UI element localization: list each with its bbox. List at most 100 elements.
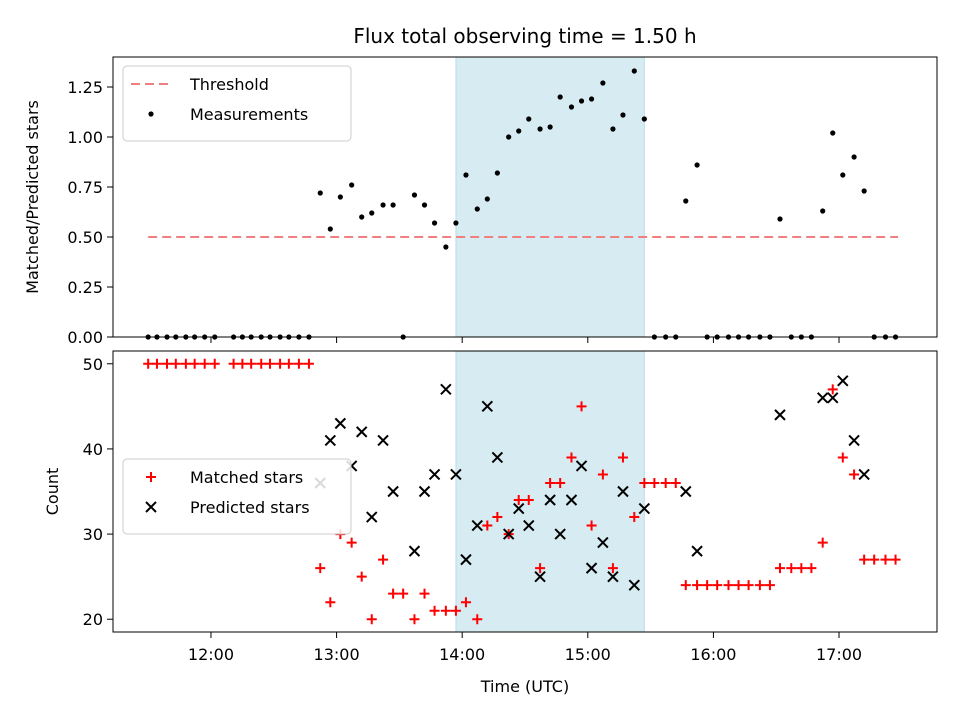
data-point bbox=[565, 494, 578, 506]
data-point bbox=[334, 417, 347, 430]
data-point bbox=[482, 520, 493, 531]
data-point bbox=[256, 358, 267, 369]
data-point bbox=[820, 208, 826, 214]
data-point bbox=[523, 495, 534, 506]
data-point bbox=[816, 392, 829, 404]
legend-label: Matched stars bbox=[190, 468, 303, 487]
data-point bbox=[408, 545, 421, 557]
data-point bbox=[355, 426, 368, 438]
data-point bbox=[460, 553, 472, 566]
y-tick-label: 1.25 bbox=[67, 78, 103, 97]
data-point bbox=[547, 124, 553, 130]
data-point bbox=[837, 452, 848, 463]
data-point bbox=[691, 545, 703, 557]
data-point bbox=[537, 126, 543, 132]
data-point bbox=[617, 485, 629, 498]
data-point bbox=[774, 409, 786, 421]
data-point bbox=[460, 597, 471, 608]
data-point bbox=[555, 477, 566, 488]
data-point bbox=[597, 469, 608, 480]
data-point bbox=[315, 563, 326, 574]
data-point bbox=[380, 202, 386, 208]
data-point bbox=[786, 563, 797, 574]
data-point bbox=[293, 358, 304, 369]
data-point bbox=[472, 614, 483, 625]
data-point bbox=[189, 358, 200, 369]
data-point bbox=[597, 536, 609, 549]
data-point bbox=[849, 469, 860, 480]
data-point bbox=[387, 485, 399, 498]
data-point bbox=[617, 452, 628, 463]
data-point bbox=[283, 358, 294, 369]
data-point bbox=[880, 554, 891, 565]
data-point bbox=[712, 580, 723, 591]
data-point bbox=[523, 519, 535, 532]
data-point bbox=[827, 384, 838, 395]
data-point bbox=[660, 477, 671, 488]
y-tick-label: 30 bbox=[83, 525, 103, 544]
x-tick-label: 14:00 bbox=[439, 645, 485, 664]
data-point bbox=[180, 358, 191, 369]
data-point bbox=[494, 170, 500, 176]
data-point bbox=[513, 502, 525, 515]
data-point bbox=[390, 202, 396, 208]
data-point bbox=[628, 579, 640, 591]
data-point bbox=[851, 154, 857, 160]
data-point bbox=[683, 198, 689, 204]
y-tick-label: 50 bbox=[83, 355, 103, 374]
legend-marker bbox=[148, 111, 154, 117]
data-point bbox=[337, 194, 343, 200]
legend-box bbox=[122, 458, 352, 535]
data-point bbox=[890, 554, 901, 565]
data-point bbox=[576, 401, 587, 412]
data-point bbox=[421, 202, 428, 208]
data-point bbox=[356, 571, 367, 582]
y-tick-label: 0.00 bbox=[67, 328, 103, 347]
data-point bbox=[566, 452, 577, 463]
data-point bbox=[440, 605, 451, 616]
data-point bbox=[861, 188, 867, 194]
data-point bbox=[419, 588, 430, 599]
data-point bbox=[859, 554, 870, 565]
data-point bbox=[544, 494, 556, 506]
data-point bbox=[359, 214, 365, 220]
x-axis-label: Time (UTC) bbox=[480, 677, 569, 696]
data-point bbox=[162, 358, 173, 369]
data-point bbox=[764, 580, 775, 591]
legend-marker bbox=[145, 501, 157, 513]
legend-marker bbox=[146, 472, 156, 482]
data-point bbox=[777, 216, 783, 222]
data-point bbox=[692, 580, 703, 591]
y-tick-label: 0.75 bbox=[67, 178, 103, 197]
data-point bbox=[680, 485, 692, 498]
data-point bbox=[557, 94, 563, 100]
data-point bbox=[366, 614, 377, 625]
data-point bbox=[170, 358, 181, 369]
x-tick-label: 12:00 bbox=[188, 645, 234, 664]
data-point bbox=[869, 554, 880, 565]
data-point bbox=[491, 451, 504, 464]
data-point bbox=[702, 580, 713, 591]
x-tick-label: 17:00 bbox=[816, 645, 862, 664]
data-point bbox=[143, 358, 154, 369]
data-point bbox=[246, 358, 257, 369]
data-point bbox=[474, 206, 480, 212]
y-axis-label: Matched/Predicted stars bbox=[23, 100, 42, 294]
data-point bbox=[526, 116, 532, 122]
data-point bbox=[840, 172, 846, 178]
data-point bbox=[796, 563, 807, 574]
data-point bbox=[516, 128, 522, 134]
data-point bbox=[554, 528, 566, 540]
data-point bbox=[754, 580, 765, 591]
y-tick-label: 20 bbox=[83, 610, 103, 629]
data-point bbox=[620, 112, 626, 118]
data-point bbox=[409, 614, 420, 625]
data-point bbox=[324, 434, 337, 447]
data-point bbox=[317, 190, 323, 196]
data-point bbox=[492, 512, 503, 523]
legend-label: Threshold bbox=[189, 75, 269, 94]
data-point bbox=[535, 563, 546, 574]
data-point bbox=[607, 563, 618, 574]
data-point bbox=[694, 162, 700, 168]
data-point bbox=[575, 460, 588, 472]
